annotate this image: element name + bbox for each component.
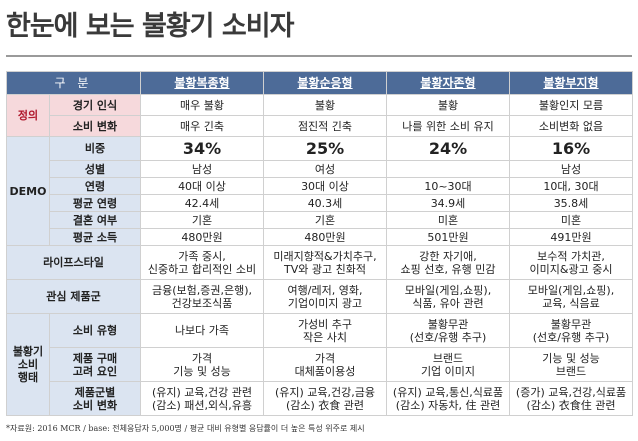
table-cell: 매우 긴축 — [140, 115, 264, 137]
table-cell: 480만원 — [263, 228, 387, 246]
share-value: 34% — [140, 136, 264, 161]
table-cell: 가격 대체품이용성 — [263, 347, 387, 382]
table-cell: 가족 중시, 신중하고 합리적인 소비 — [140, 245, 264, 280]
table-row: 연령 40대 이상 30대 이상 10~30대 10대, 30대 — [7, 177, 633, 195]
table-cell: 남성 — [509, 160, 633, 178]
table-row: 성별 남성 여성 남성 — [7, 160, 633, 178]
table-row: 정의 경기 인식 매우 불황 불황 불황 불황인지 모름 — [6, 94, 633, 137]
table-cell: 매우 불황 — [140, 94, 264, 116]
table-cell: 금융(보험,증권,은행), 건강보조식품 — [140, 279, 264, 314]
row-label: 평균 연령 — [49, 194, 141, 212]
row-label: 제품 구매 고려 요인 — [49, 347, 141, 382]
table-cell: 남성 — [140, 160, 264, 178]
table-cell: 모바일(게임,쇼핑), 교육, 식음료 — [509, 279, 633, 314]
share-value: 24% — [386, 136, 510, 161]
section-lifestyle: 라이프스타일 — [6, 245, 141, 280]
row-label: 경기 인식 — [49, 94, 141, 116]
header-type: 불황자존형 — [386, 71, 510, 95]
header-type: 불황복종형 — [140, 71, 264, 95]
table-row: 평균 연령 42.4세 40.3세 34.9세 35.8세 — [7, 194, 633, 212]
header-category: 구 분 — [6, 71, 141, 95]
table-cell: 가격 기능 및 성능 — [140, 347, 264, 382]
header-type: 불황부지형 — [509, 71, 633, 95]
table-cell: 여행/레저, 영화, 기업이미지 광고 — [263, 279, 387, 314]
table-cell: (유지) 교육,통신,식료품 (감소) 자동차, 住 관련 — [386, 381, 510, 416]
table-row: 라이프스타일 가족 중시, 신중하고 합리적인 소비 미래지향적&가치추구, TV와… — [6, 245, 633, 280]
table-cell: 미래지향적&가치추구, TV와 광고 친화적 — [263, 245, 387, 280]
section-behavior: 불황기 소비 행태 — [6, 313, 50, 416]
table-cell: 기혼 — [263, 211, 387, 229]
page-title: 한눈에 보는 불황기 소비자 — [6, 11, 294, 42]
row-label: 소비 유형 — [49, 313, 141, 348]
table-row: DEMO 비중 34% 25% 24% 16% — [6, 136, 633, 246]
table-cell: 불황 — [386, 94, 510, 116]
table-cell: 미혼 — [386, 211, 510, 229]
table-cell: 480만원 — [140, 228, 264, 246]
table-cell: 40.3세 — [263, 194, 387, 212]
row-label: 연령 — [49, 177, 141, 195]
table-cell: 불황무관 (선호/유행 추구) — [386, 313, 510, 348]
table-cell: 10대, 30대 — [509, 177, 633, 195]
section-demo: DEMO — [6, 136, 50, 246]
table-cell: 강한 자기애, 쇼핑 선호, 유행 민감 — [386, 245, 510, 280]
title-divider — [6, 55, 632, 57]
row-label: 제품군별 소비 변화 — [49, 381, 141, 416]
table-cell: 여성 — [263, 160, 387, 178]
table-cell: 점진적 긴축 — [263, 115, 387, 137]
table-row: 결혼 여부 기혼 기혼 미혼 미혼 — [7, 211, 633, 229]
row-label: 성별 — [49, 160, 141, 178]
table-cell: 기혼 — [140, 211, 264, 229]
table-cell: 가성비 추구 작은 사치 — [263, 313, 387, 348]
table-row: 제품 구매 고려 요인 가격 기능 및 성능 가격 대체품이용성 브랜드 기업 이미지 … — [7, 347, 633, 382]
table-cell: 모바일(게임,쇼핑), 식품, 유아 관련 — [386, 279, 510, 314]
table-cell: 501만원 — [386, 228, 510, 246]
row-label: 비중 — [49, 136, 141, 161]
header-type: 불황순응형 — [263, 71, 387, 95]
table-cell: (유지) 교육,건강 관련 (감소) 패션,외식,유흥 — [140, 381, 264, 416]
table-cell: 불황인지 모름 — [509, 94, 633, 116]
table-cell: 30대 이상 — [263, 177, 387, 195]
section-definition: 정의 — [6, 94, 50, 137]
section-interest: 관심 제품군 — [6, 279, 141, 314]
table-cell: 기능 및 성능 브랜드 — [509, 347, 633, 382]
table-cell: 나를 위한 소비 유지 — [386, 115, 510, 137]
share-value: 16% — [509, 136, 633, 161]
row-label: 결혼 여부 — [49, 211, 141, 229]
table-cell: 보수적 가치관, 이미지&광고 중시 — [509, 245, 633, 280]
source-footnote: *자료원: 2016 MCR / base: 전체응답자 5,000명 / 평균… — [6, 424, 365, 433]
table-cell: 불황무관 (선호/유행 추구) — [509, 313, 633, 348]
table-cell: 브랜드 기업 이미지 — [386, 347, 510, 382]
table-row: 관심 제품군 금융(보험,증권,은행), 건강보조식품 여행/레저, 영화, 기업이… — [6, 279, 633, 314]
table-row: 제품군별 소비 변화 (유지) 교육,건강 관련 (감소) 패션,외식,유흥 (유지… — [7, 381, 633, 416]
row-label: 소비 변화 — [49, 115, 141, 137]
table-row: 소비 변화 매우 긴축 점진적 긴축 나를 위한 소비 유지 소비변화 없음 — [7, 115, 633, 137]
table-row: 평균 소득 480만원 480만원 501만원 491만원 — [7, 228, 633, 246]
table-cell: 491만원 — [509, 228, 633, 246]
table-cell: 나보다 가족 — [140, 313, 264, 348]
consumer-type-table: 구 분 불황복종형 불황순응형 불황자존형 불황부지형 정의 경기 인식 매우 … — [6, 71, 633, 416]
table-cell: 10~30대 — [386, 177, 510, 195]
table-cell: 소비변화 없음 — [509, 115, 633, 137]
table-header-row: 구 분 불황복종형 불황순응형 불황자존형 불황부지형 — [6, 71, 633, 95]
table-cell — [386, 160, 510, 178]
table-cell: 34.9세 — [386, 194, 510, 212]
table-cell: (유지) 교육,건강,금융 (감소) 衣食 관련 — [263, 381, 387, 416]
table-cell: 미혼 — [509, 211, 633, 229]
share-value: 25% — [263, 136, 387, 161]
row-label: 평균 소득 — [49, 228, 141, 246]
table-cell: 42.4세 — [140, 194, 264, 212]
table-cell: 35.8세 — [509, 194, 633, 212]
table-cell: (증가) 교육,건강,식료품 (감소) 衣食住 관련 — [509, 381, 633, 416]
table-row: 불황기 소비 행태 소비 유형 나보다 가족 가성비 추구 작은 사치 불황무관 (선호… — [6, 313, 633, 416]
table-cell: 불황 — [263, 94, 387, 116]
table-cell: 40대 이상 — [140, 177, 264, 195]
